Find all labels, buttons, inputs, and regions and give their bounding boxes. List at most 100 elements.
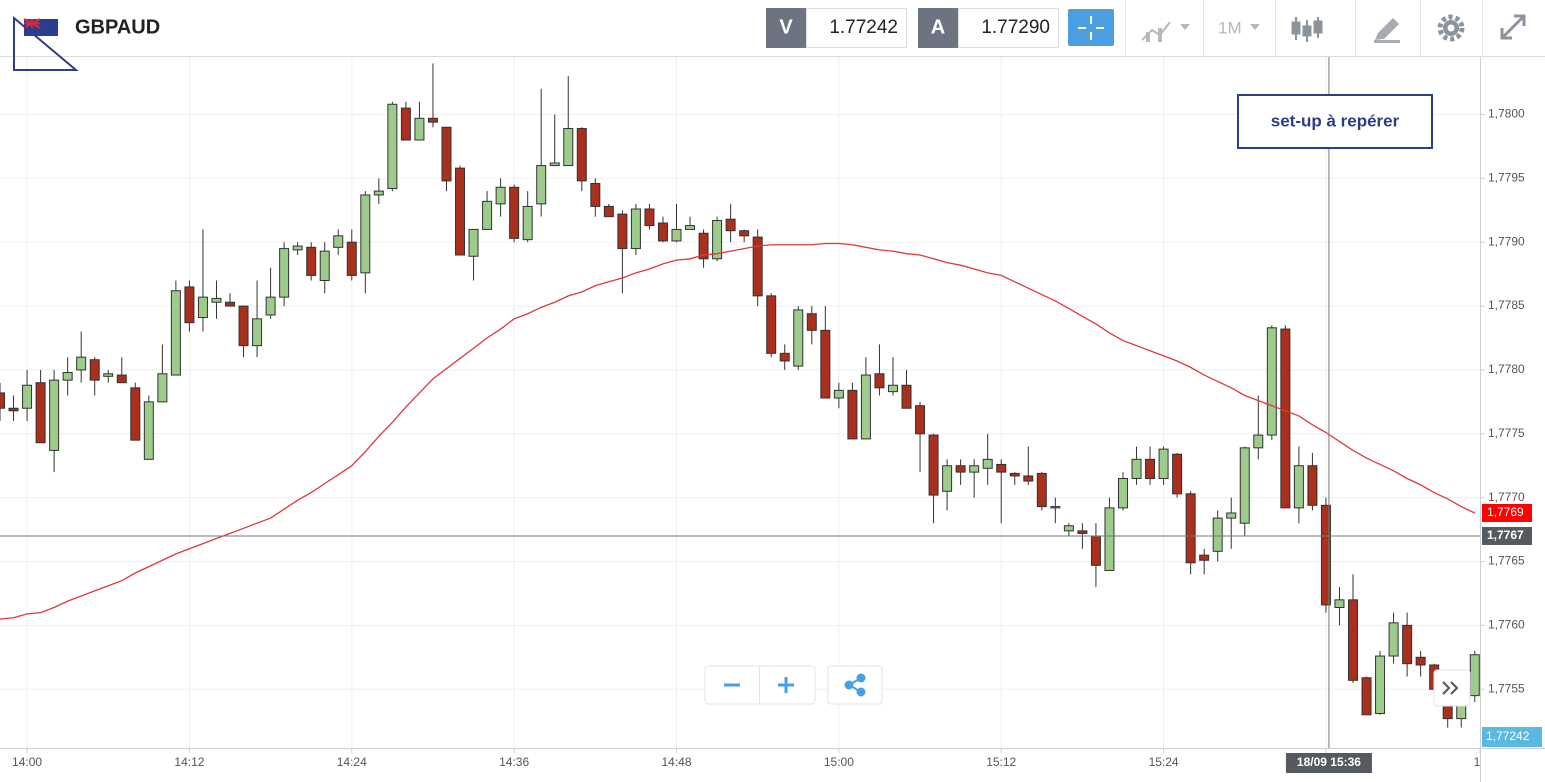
candle-body bbox=[779, 352, 790, 362]
candle-body bbox=[292, 245, 303, 251]
candle-body bbox=[1104, 507, 1115, 571]
share-button[interactable] bbox=[844, 673, 866, 697]
y-tick-label: 1,7770 bbox=[1488, 490, 1525, 504]
candle-type-button[interactable] bbox=[1291, 17, 1323, 42]
candle-body bbox=[576, 128, 587, 182]
candle-body bbox=[522, 205, 533, 241]
candle-body bbox=[766, 295, 777, 354]
candle-body bbox=[928, 434, 939, 496]
scroll-right-button[interactable] bbox=[1433, 669, 1471, 707]
bid-label: V bbox=[779, 16, 793, 38]
candle-body bbox=[860, 374, 871, 440]
y-tick-label: 1,7800 bbox=[1488, 107, 1525, 121]
candle-body bbox=[617, 213, 628, 250]
candle-body bbox=[360, 194, 371, 274]
candle-body bbox=[441, 126, 452, 182]
draw-button[interactable] bbox=[1374, 18, 1400, 43]
candle-body bbox=[1469, 654, 1480, 697]
candle-body bbox=[1361, 677, 1372, 716]
candle-body bbox=[197, 296, 208, 319]
candle-body bbox=[468, 228, 479, 257]
y-tick-label: 1,7795 bbox=[1488, 171, 1525, 185]
candle-body bbox=[833, 389, 844, 399]
grid bbox=[0, 57, 1485, 753]
candle-body bbox=[1348, 599, 1358, 681]
candle-body bbox=[1077, 530, 1088, 534]
crosshair-price-box bbox=[1482, 526, 1532, 545]
candle-body bbox=[509, 186, 520, 239]
candle-body bbox=[238, 305, 249, 347]
timeframe-button[interactable]: 1M bbox=[1218, 18, 1260, 37]
candle-body bbox=[874, 373, 885, 389]
candle-body bbox=[211, 297, 222, 303]
candle-body bbox=[1239, 447, 1250, 524]
candle-body bbox=[400, 107, 411, 141]
candle-body bbox=[143, 401, 154, 460]
x-tick-label: 14:24 bbox=[337, 755, 367, 769]
candle-body bbox=[76, 356, 87, 371]
candle-body bbox=[603, 205, 614, 218]
chart-type-button[interactable] bbox=[1141, 21, 1190, 42]
candle-body bbox=[1402, 624, 1413, 665]
x-tick-label: 14:36 bbox=[499, 755, 529, 769]
x-tick-label: 14:12 bbox=[174, 755, 204, 769]
candle-body bbox=[89, 359, 100, 381]
plot-area bbox=[0, 57, 1480, 748]
crosshair-time-box bbox=[1285, 753, 1372, 773]
candle-body bbox=[847, 389, 858, 440]
x-tick-label: 15:12 bbox=[986, 755, 1016, 769]
candle-body bbox=[1090, 535, 1101, 566]
candle-body bbox=[22, 384, 33, 409]
settings-button[interactable] bbox=[1437, 14, 1465, 42]
candle-body bbox=[630, 208, 641, 250]
last-price: 1,77242 bbox=[1486, 729, 1530, 743]
candle-body bbox=[1117, 477, 1128, 509]
candle-body bbox=[1172, 453, 1183, 495]
candle-body bbox=[942, 465, 953, 492]
annotation: set-up à repérer bbox=[1271, 111, 1400, 130]
toolbar-separators bbox=[1125, 0, 1483, 56]
candle-body bbox=[306, 246, 317, 276]
candle-body bbox=[1158, 448, 1169, 479]
candle-body bbox=[1334, 599, 1345, 609]
y-tick-label: 1,7785 bbox=[1488, 298, 1525, 312]
fullscreen-button[interactable] bbox=[1500, 14, 1526, 40]
candle-body bbox=[414, 117, 425, 141]
candle-body bbox=[1199, 554, 1210, 561]
candle-body bbox=[157, 373, 168, 403]
candle-body bbox=[996, 463, 1007, 473]
drawn-triangle bbox=[13, 15, 79, 71]
candle-body bbox=[1063, 525, 1074, 532]
candle-body bbox=[1131, 458, 1142, 479]
candle-body bbox=[333, 235, 344, 248]
last-price-box bbox=[1482, 727, 1542, 747]
y-tick-label: 1,7780 bbox=[1488, 362, 1525, 376]
candle-body bbox=[901, 384, 912, 409]
crosshair-button[interactable] bbox=[1068, 9, 1114, 46]
candle-body bbox=[373, 190, 384, 196]
candle-body bbox=[1266, 327, 1277, 436]
x-tick-label: 14:48 bbox=[661, 755, 691, 769]
candle-body bbox=[252, 318, 263, 347]
y-tick-label: 1,7775 bbox=[1488, 426, 1525, 440]
candle-body bbox=[319, 250, 330, 282]
ma-label: 1,7769 bbox=[1487, 505, 1524, 519]
candle-body bbox=[752, 236, 763, 297]
y-tick-label: 1,7790 bbox=[1488, 234, 1525, 248]
candle-body bbox=[1253, 434, 1264, 449]
candle-body bbox=[455, 167, 466, 256]
candle-body bbox=[915, 405, 926, 435]
candle-body bbox=[671, 228, 682, 242]
candle-body bbox=[170, 290, 181, 376]
timeframe: 1M bbox=[1218, 18, 1242, 37]
ask-box bbox=[918, 8, 958, 48]
candle-body bbox=[103, 373, 114, 377]
candle-body bbox=[1145, 458, 1156, 479]
candle-body bbox=[35, 382, 46, 444]
y-tick-label: 1,7755 bbox=[1488, 681, 1525, 695]
candle-body bbox=[1185, 493, 1196, 564]
zoom-in[interactable] bbox=[778, 677, 794, 693]
crosshair-time: 18/09 15:36 bbox=[1297, 755, 1361, 769]
